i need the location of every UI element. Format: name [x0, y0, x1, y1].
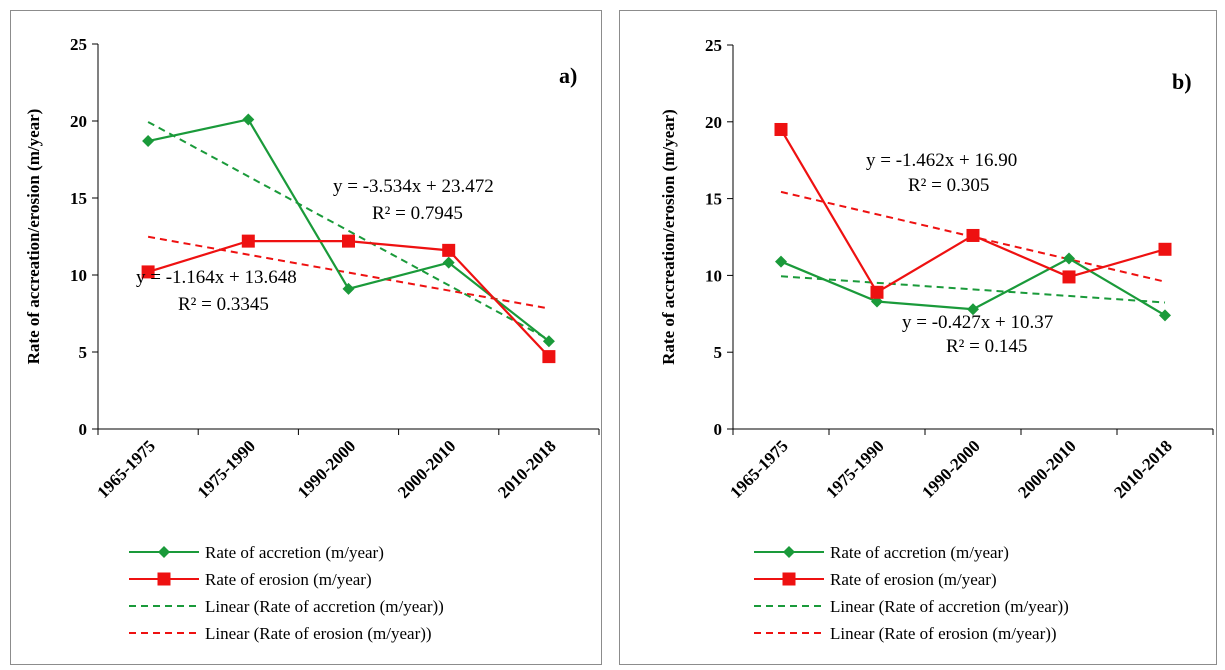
data-point-accretion: [142, 135, 155, 148]
legend-entry-label: Rate of erosion (m/year): [205, 570, 372, 589]
x-tick-label: 1965-1975: [93, 436, 159, 502]
legend-entry-label: Rate of accretion (m/year): [830, 543, 1009, 562]
y-tick-label: 0: [714, 420, 723, 439]
legend-entry-label: Rate of erosion (m/year): [830, 570, 997, 589]
legend-entry-label: Rate of accretion (m/year): [205, 543, 384, 562]
trendline-erosion: [147, 235, 550, 310]
chart-a: 0 5 10 15 20 25 1965-1975 1975-1990 1990-2000 200…: [24, 35, 600, 643]
y-tick-label: 25: [70, 35, 87, 54]
regression-annotation: R² = 0.7945: [372, 203, 463, 224]
data-point-erosion: [1062, 270, 1076, 284]
x-tick-label: 2010-2018: [494, 436, 560, 502]
legend-entry-label: Linear (Rate of accretion (m/year)): [830, 597, 1069, 616]
y-tick-label: 20: [70, 112, 87, 131]
y-axis-title: Rate of accreation/erosion (m/year): [659, 109, 678, 365]
x-tick-label: 1975-1990: [194, 436, 260, 502]
data-point-erosion: [774, 122, 788, 136]
data-point-erosion: [442, 243, 456, 257]
data-point-accretion: [542, 335, 555, 348]
trendline-accretion: [780, 275, 1166, 304]
regression-annotation: R² = 0.3345: [178, 294, 269, 315]
data-point-accretion: [442, 256, 455, 269]
regression-annotation: y = -1.462x + 16.90: [866, 150, 1017, 171]
y-tick-label: 15: [70, 189, 87, 208]
data-point-accretion: [1159, 309, 1171, 322]
y-tick-label: 5: [714, 343, 723, 362]
x-tick-label: 2000-2010: [394, 436, 460, 502]
y-tick-label: 0: [79, 420, 88, 439]
data-point-erosion: [342, 234, 355, 248]
legend-marker: [783, 546, 795, 558]
y-tick-label: 5: [79, 343, 88, 362]
data-point-erosion: [870, 285, 884, 299]
regression-annotation: y = -3.534x + 23.472: [333, 176, 494, 197]
y-tick-label: 25: [705, 36, 722, 55]
data-point-erosion: [141, 265, 155, 279]
x-tick-label: 2000-2010: [1014, 436, 1080, 502]
legend-entry-label: Linear (Rate of accretion (m/year)): [205, 597, 444, 616]
data-point-accretion: [242, 113, 255, 126]
legend-marker: [157, 572, 171, 586]
x-tick-label: 1975-1990: [822, 436, 888, 502]
legend-marker: [782, 572, 796, 586]
y-axis-title: Rate of accreation/erosion (m/year): [24, 109, 43, 365]
data-point-erosion: [1158, 242, 1172, 256]
data-point-erosion: [966, 228, 980, 242]
data-point-accretion: [1063, 252, 1075, 265]
chart-panel-b: 0 5 10 15 20 25 1965-1975 1975-1990 1990-2000 200…: [619, 10, 1217, 665]
regression-annotation: R² = 0.145: [946, 336, 1027, 357]
chart-b: 0 5 10 15 20 25 1965-1975 1975-1990 1990-2000 200…: [659, 36, 1214, 643]
legend-entry-label: Linear (Rate of erosion (m/year)): [830, 624, 1057, 643]
regression-annotation: R² = 0.305: [908, 175, 989, 196]
y-tick-label: 10: [705, 266, 722, 285]
y-tick-label: 15: [705, 190, 722, 209]
data-point-accretion: [775, 255, 787, 268]
legend-entry-label: Linear (Rate of erosion (m/year)): [205, 624, 432, 643]
x-tick-label: 1965-1975: [726, 436, 792, 502]
panel-label: b): [1172, 69, 1192, 94]
trendline-accretion: [147, 121, 550, 341]
data-point-erosion: [241, 234, 255, 248]
x-tick-label: 1990-2000: [294, 436, 360, 502]
data-point-accretion: [967, 303, 979, 316]
data-point-erosion: [542, 350, 556, 364]
x-tick-label: 2010-2018: [1110, 436, 1176, 502]
chart-panel-a: 0 5 10 15 20 25 1965-1975 1975-1990 1990-2000 200…: [10, 10, 602, 665]
regression-annotation: y = -1.164x + 13.648: [136, 267, 297, 288]
y-tick-label: 10: [70, 266, 87, 285]
regression-annotation: y = -0.427x + 10.37: [902, 312, 1053, 333]
y-tick-label: 20: [705, 113, 722, 132]
x-tick-label: 1990-2000: [918, 436, 984, 502]
legend-marker: [158, 546, 170, 558]
panel-label: a): [559, 63, 577, 88]
data-point-accretion: [342, 282, 355, 295]
